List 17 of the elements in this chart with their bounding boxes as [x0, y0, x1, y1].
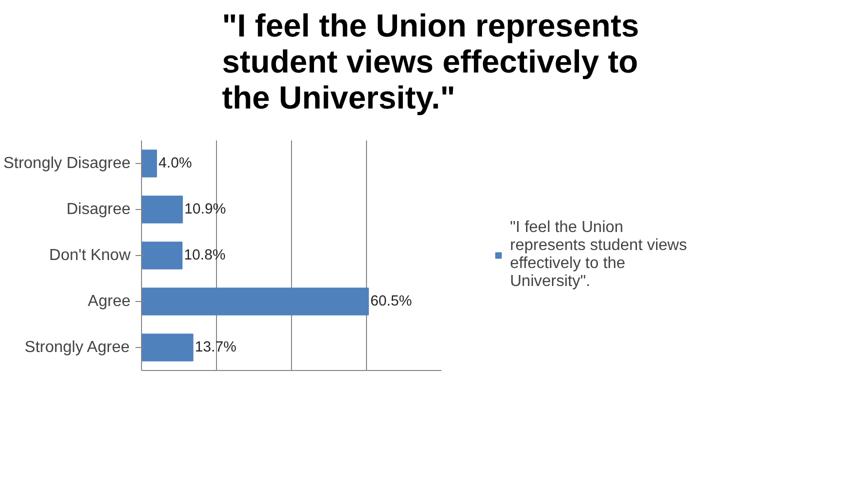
y-tick-label: Strongly Disagree — [3, 155, 131, 172]
legend-label: "I feel the Union represents student views effectively to the University". — [510, 219, 687, 291]
chart-title: "I feel the Union represents student views effectively to the University." — [222, 8, 640, 116]
bar — [142, 242, 182, 270]
data-label: 4.0% — [158, 156, 192, 172]
data-label: 13.7% — [194, 340, 236, 356]
bar — [142, 288, 369, 316]
y-tick-label: Strongly Agree — [24, 339, 130, 356]
bar — [142, 196, 183, 224]
y-tick-label: Agree — [88, 293, 131, 310]
data-label: 10.8% — [184, 248, 226, 264]
y-tick-label: Don't Know — [49, 247, 131, 264]
bar — [142, 334, 194, 362]
data-label: 10.9% — [184, 202, 226, 218]
y-tick-label: Disagree — [66, 201, 131, 218]
data-label: 60.5% — [370, 294, 412, 310]
bar — [142, 150, 157, 178]
